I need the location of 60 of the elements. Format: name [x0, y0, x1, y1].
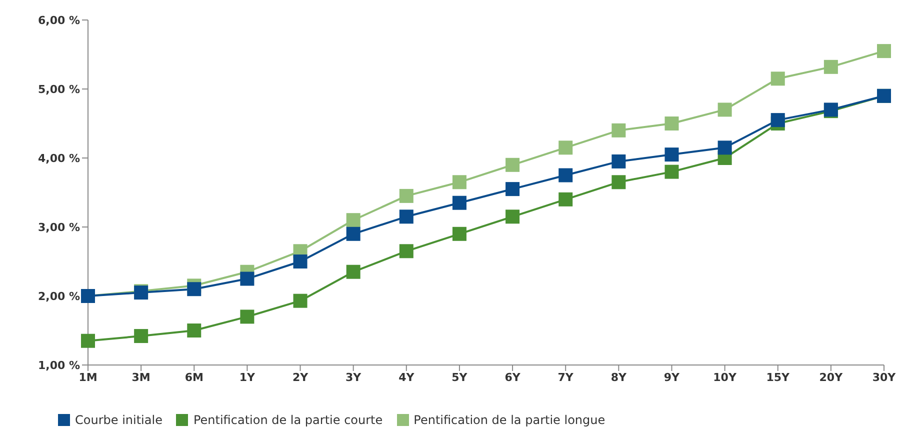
- x-tick-label: 9Y: [664, 370, 681, 384]
- point: [664, 148, 679, 162]
- x-tick-label: 10Y: [713, 370, 738, 384]
- legend-label: Pentification de la partie courte: [192, 413, 383, 427]
- point: [293, 294, 308, 308]
- x-tick-label: 4Y: [398, 370, 416, 384]
- point: [877, 44, 891, 58]
- point: [293, 254, 308, 268]
- point: [134, 329, 148, 344]
- x-tick-label: 30Y: [872, 370, 897, 384]
- point: [718, 102, 732, 117]
- x-tick-label: 7Y: [558, 370, 574, 384]
- x-tick-label: 1Y: [239, 370, 256, 384]
- point: [506, 210, 520, 224]
- point: [506, 182, 520, 196]
- x-tick-label: 3M: [132, 370, 150, 384]
- point: [770, 72, 785, 86]
- point: [452, 226, 466, 241]
- point: [399, 244, 414, 258]
- point: [718, 140, 732, 155]
- point: [558, 168, 573, 182]
- point: [346, 264, 360, 279]
- x-tick-label: 6M: [184, 370, 204, 384]
- point: [240, 272, 254, 286]
- point: [187, 282, 202, 296]
- y-tick-label: 6,00 %: [38, 14, 80, 27]
- point: [399, 188, 414, 203]
- legend-label: Pentification de la partie longue: [412, 413, 606, 427]
- x-tick-label: 6Y: [504, 370, 522, 384]
- point: [612, 123, 626, 138]
- x-tick-label: 15Y: [766, 370, 791, 384]
- y-tick-label: 2,00 %: [38, 290, 80, 303]
- y-tick-label: 1,00 %: [38, 358, 80, 372]
- legend-label: Courbe initiale: [74, 413, 162, 427]
- point: [664, 164, 679, 179]
- x-tick-label: 8Y: [610, 370, 628, 384]
- point: [81, 334, 95, 348]
- point: [240, 310, 254, 324]
- x-tick-label: 1M: [78, 370, 98, 384]
- point: [664, 116, 679, 130]
- point: [558, 192, 573, 206]
- point: [452, 175, 466, 190]
- point: [558, 140, 573, 155]
- y-tick-label: 3,00 %: [38, 220, 80, 234]
- x-tick-label: 2Y: [292, 370, 310, 384]
- point: [187, 324, 202, 338]
- y-tick-label: 5,00 %: [38, 82, 80, 96]
- y-tick-label: 4,00 %: [38, 152, 80, 165]
- point: [346, 213, 360, 228]
- x-tick-label: 20Y: [819, 370, 844, 384]
- point: [346, 226, 360, 241]
- point: [824, 60, 838, 74]
- x-tick-label: 3Y: [346, 370, 362, 384]
- x-tick-label: 5Y: [452, 370, 468, 384]
- point: [612, 175, 626, 190]
- point: [399, 210, 414, 224]
- point: [506, 158, 520, 172]
- point: [612, 154, 626, 168]
- point: [770, 113, 785, 128]
- point: [452, 196, 466, 210]
